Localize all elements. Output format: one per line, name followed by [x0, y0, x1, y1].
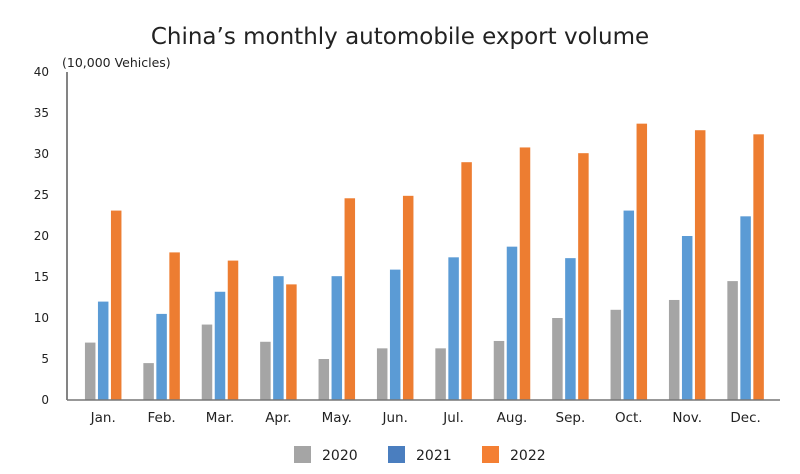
x-tick-label: Sep.: [556, 410, 586, 426]
legend-swatch-2022: [482, 446, 499, 463]
legend-label-2022: 2022: [510, 448, 546, 464]
x-tick-label: Oct.: [615, 410, 643, 426]
bar-2022-feb: [169, 252, 180, 400]
bar-2022-nov: [694, 130, 706, 400]
y-tick-label: 35: [34, 106, 49, 120]
bar-2021-dec: [740, 216, 751, 400]
bar-2020-aug: [493, 340, 505, 400]
bar-2022-sep: [578, 153, 589, 400]
bar-2020-feb: [143, 363, 154, 400]
legend: 2020 2021 2022: [294, 446, 546, 464]
bar-2022-oct: [636, 123, 648, 400]
x-tick-label: Apr.: [265, 410, 291, 426]
bar-2022-apr: [286, 284, 297, 400]
bar-2022-jan: [110, 210, 122, 400]
y-tick-label: 0: [41, 393, 49, 407]
bar-2021-mar: [214, 291, 226, 400]
bar-2021-may: [331, 276, 343, 400]
bar-2020-mar: [201, 324, 213, 400]
y-tick-label: 5: [41, 352, 49, 366]
legend-swatch-2020: [294, 446, 311, 463]
bar-2021-feb: [156, 313, 167, 400]
bar-2021-oct: [623, 210, 635, 400]
x-tick-label: Dec.: [730, 410, 760, 426]
bar-2022-jul: [461, 162, 472, 400]
bar-2020-dec: [727, 281, 738, 400]
bar-2020-apr: [260, 341, 271, 400]
bar-2020-jan: [84, 342, 96, 400]
bar-2020-oct: [610, 309, 622, 400]
y-tick-label: 25: [34, 188, 49, 202]
bar-2021-jul: [448, 257, 459, 400]
bar-2022-may: [344, 198, 356, 400]
bar-2020-nov: [668, 299, 680, 400]
x-tick-label: Feb.: [147, 410, 175, 426]
y-tick-label: 10: [34, 311, 49, 325]
bar-2021-apr: [273, 276, 284, 400]
y-tick-label: 30: [34, 147, 49, 161]
legend-label-2021: 2021: [416, 448, 452, 464]
x-tick-label: May.: [322, 410, 352, 426]
bar-2020-jun: [376, 348, 388, 400]
bar-2022-jun: [402, 195, 414, 400]
x-tick-label: Nov.: [672, 410, 702, 426]
y-axis-unit-label: (10,000 Vehicles): [62, 55, 171, 70]
legend-label-2020: 2020: [322, 448, 358, 464]
bar-2021-jan: [97, 301, 109, 400]
bar-2021-nov: [681, 236, 693, 400]
x-tick-label: Jan.: [90, 410, 116, 426]
bar-2022-dec: [753, 134, 764, 400]
bar-2021-jun: [389, 269, 401, 400]
bar-2022-mar: [227, 260, 239, 400]
chart-title: China’s monthly automobile export volume: [151, 24, 649, 50]
bar-2020-may: [318, 359, 330, 400]
y-tick-label: 20: [34, 229, 49, 243]
x-tick-label: Mar.: [206, 410, 235, 426]
legend-swatch-2021: [388, 446, 405, 463]
y-tick-label: 15: [34, 270, 49, 284]
x-tick-label: Jun.: [382, 410, 408, 426]
bar-2020-sep: [552, 318, 563, 400]
bar-2021-sep: [565, 258, 576, 400]
bar-2022-aug: [519, 147, 531, 400]
x-tick-label: Aug.: [497, 410, 528, 426]
y-tick-label: 40: [34, 65, 49, 79]
x-tick-label: Jul.: [442, 410, 464, 426]
bar-2020-jul: [435, 348, 446, 400]
bar-2021-aug: [506, 246, 518, 400]
